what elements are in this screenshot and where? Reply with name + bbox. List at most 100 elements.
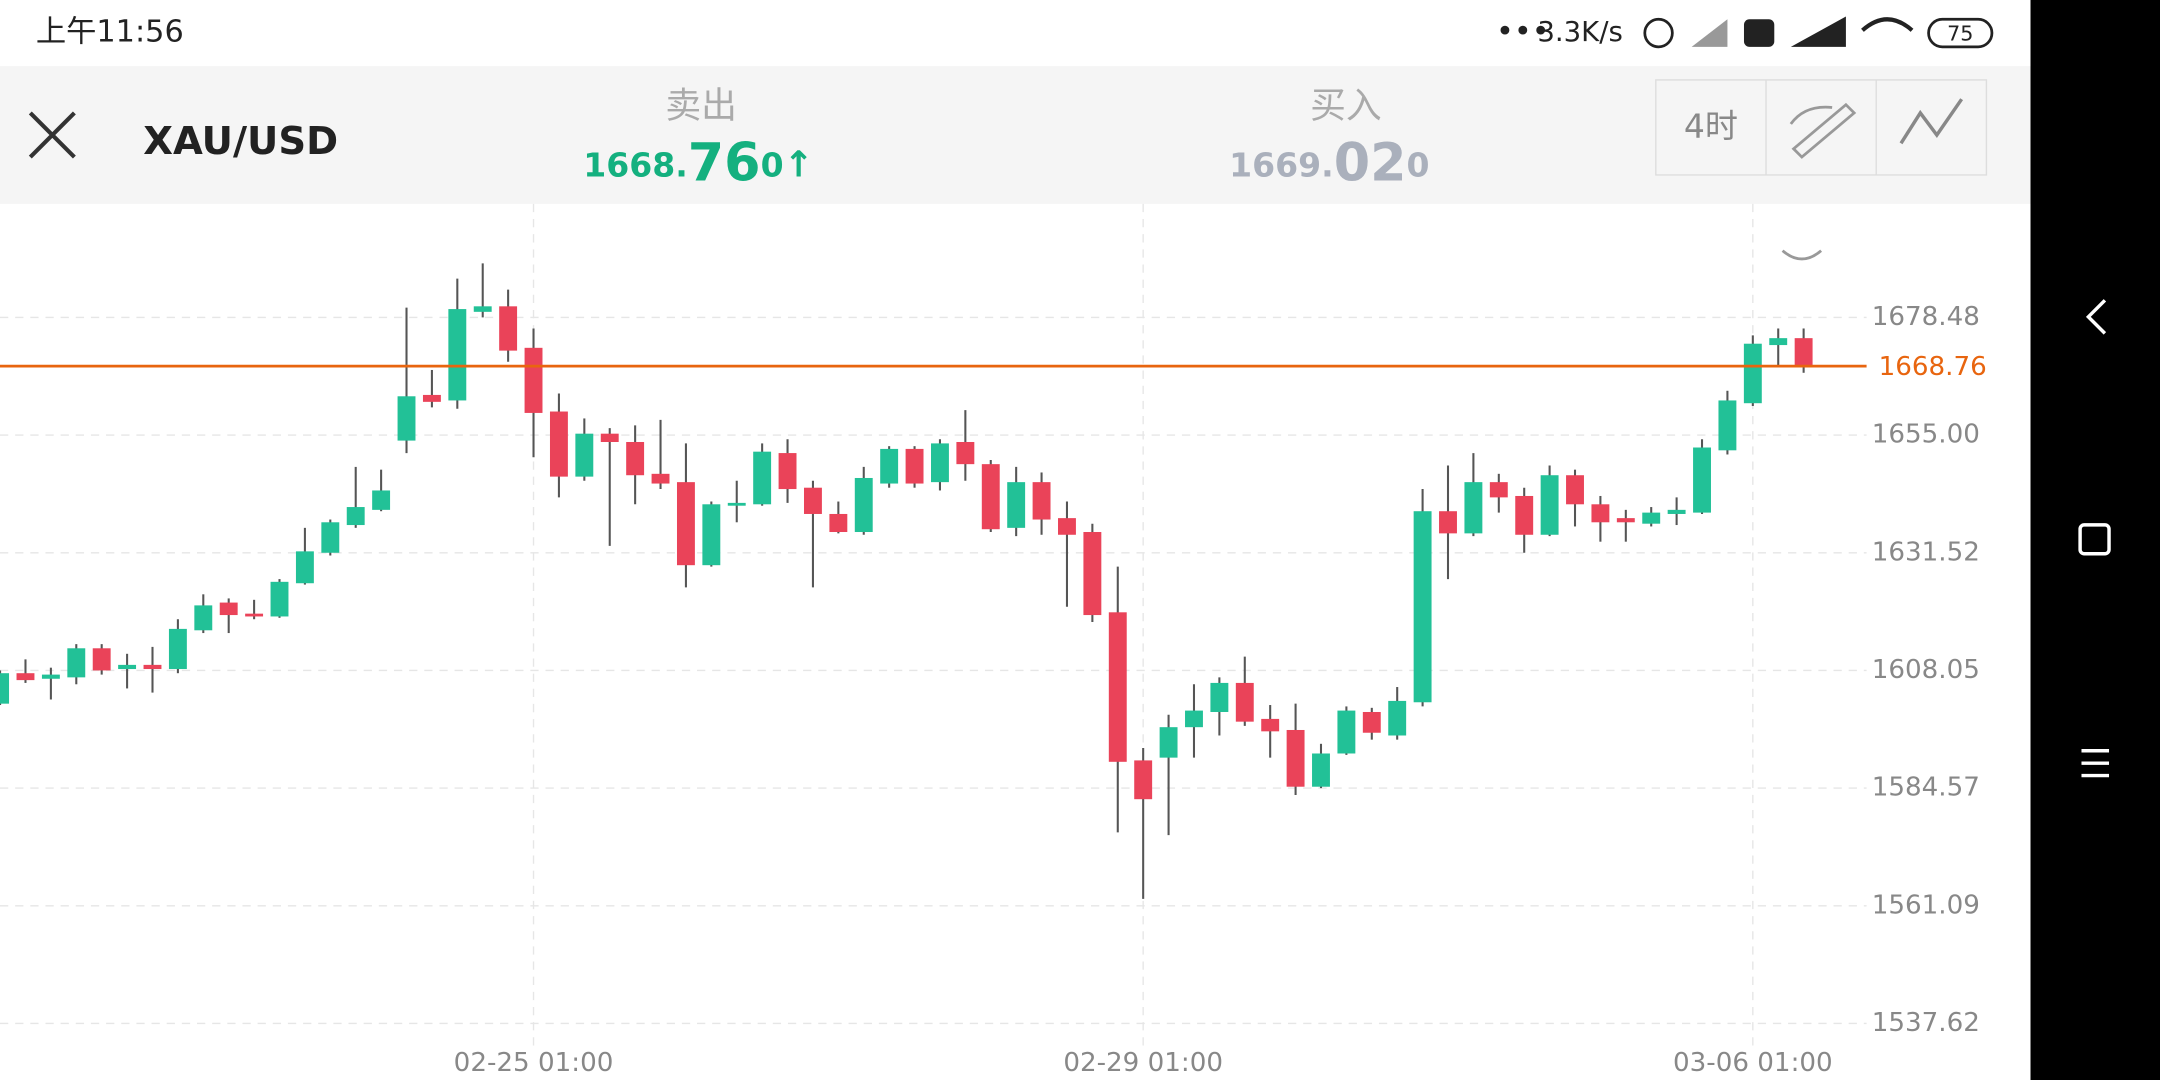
- candle-body: [1489, 482, 1508, 498]
- x-tick-label: 02-29 01:00: [1063, 1048, 1223, 1078]
- candle-body: [1642, 512, 1661, 524]
- draw-button[interactable]: [1789, 102, 1857, 159]
- candle-body: [448, 309, 467, 401]
- candle-body: [727, 502, 746, 506]
- candle-body: [219, 602, 238, 616]
- y-tick-label: 1584.57: [1872, 773, 1980, 803]
- candle-body: [270, 581, 289, 617]
- nav-bar: [2030, 0, 2160, 1080]
- candle-body: [92, 648, 111, 671]
- candle-body: [1388, 700, 1407, 736]
- period-button[interactable]: 4时: [1684, 107, 1738, 146]
- candle-body: [0, 673, 10, 704]
- price-line-label: 1668.76: [1879, 352, 1987, 382]
- candle-body: [1743, 343, 1762, 404]
- candle-body: [1616, 518, 1635, 523]
- candle-body: [1464, 482, 1483, 534]
- eye-icon[interactable]: [1781, 249, 1823, 261]
- candle-body: [1058, 518, 1076, 535]
- candle-body: [803, 487, 822, 514]
- sell-price-big: 76: [688, 133, 761, 194]
- candle-body: [854, 477, 873, 533]
- y-tick-label: 1608.05: [1872, 655, 1980, 685]
- candle-body: [1261, 718, 1280, 732]
- candle-body: [549, 411, 568, 477]
- symbol: XAU/USD: [143, 119, 338, 164]
- candle-body: [1210, 682, 1229, 712]
- buy-price-big: 02: [1334, 133, 1407, 194]
- candle-body: [880, 448, 899, 484]
- candle-body: [1693, 447, 1711, 513]
- battery-icon: [1927, 17, 1994, 49]
- candle-body: [1794, 338, 1813, 368]
- candle-body: [1007, 482, 1026, 528]
- status-bar: [0, 0, 2031, 67]
- candle-body: [575, 433, 594, 477]
- candle-body: [1362, 711, 1381, 733]
- status-speed: 3.3K/s: [1537, 16, 1623, 48]
- battery-level: 75: [1947, 21, 1973, 45]
- candle-body: [422, 394, 441, 402]
- toolbar: [1655, 79, 1988, 176]
- candle-body: [295, 551, 314, 584]
- wifi-icon: [1861, 17, 1914, 32]
- status-time: 上午11:56: [36, 15, 184, 50]
- buy-price: 1669.020: [1229, 133, 1429, 194]
- y-tick-label: 1655.00: [1872, 420, 1980, 450]
- candle-body: [676, 482, 695, 566]
- sell-label: 卖出: [665, 85, 737, 126]
- candle-body: [168, 628, 187, 670]
- candle-body: [1718, 400, 1737, 451]
- candle-body: [905, 448, 924, 484]
- candle-body: [1159, 727, 1178, 758]
- y-tick-label: 1678.48: [1872, 302, 1980, 332]
- candle-body: [194, 605, 213, 631]
- candle-body: [1439, 511, 1457, 534]
- sell-price-main: 1668.: [583, 145, 688, 184]
- candle-body: [321, 522, 340, 553]
- signal-icon: [1691, 19, 1728, 47]
- x-tick-label: 02-25 01:00: [454, 1048, 614, 1078]
- candle-body: [1286, 729, 1305, 787]
- candle-body: [702, 504, 721, 566]
- candle-body: [1591, 504, 1610, 523]
- candle-body: [473, 306, 492, 312]
- chart: 1537.62 1561.09 1584.57 1608.05 1631.52 1655.…: [0, 203, 1987, 1078]
- buy-price-small: 0: [1407, 145, 1430, 184]
- candle-body: [1413, 511, 1432, 703]
- candle-body: [778, 453, 797, 490]
- candle-body: [524, 347, 543, 413]
- y-tick-label: 1561.09: [1872, 890, 1980, 920]
- candle-body: [372, 490, 391, 510]
- hd-icon: [1743, 19, 1775, 47]
- candle-body: [245, 613, 264, 617]
- candle-body: [1540, 475, 1559, 535]
- nav-home[interactable]: [2078, 523, 2111, 556]
- candle-body: [1083, 532, 1102, 616]
- candle-body: [41, 674, 60, 679]
- candle-body: [397, 396, 416, 441]
- y-tick-label: 1631.52: [1872, 537, 1980, 567]
- candle-body: [981, 464, 1000, 530]
- indicator-button[interactable]: [1899, 98, 1964, 145]
- y-tick-label: 1537.62: [1872, 1008, 1980, 1038]
- candle-body: [1312, 753, 1330, 787]
- candle-body: [1185, 710, 1203, 728]
- candle-body: [1337, 710, 1356, 754]
- candle-body: [118, 664, 137, 670]
- candle-body: [1769, 338, 1788, 346]
- nav-menu[interactable]: [2081, 749, 2110, 778]
- nav-back[interactable]: [2085, 299, 2107, 335]
- candle-body: [16, 673, 35, 681]
- buy-label: 买入: [1310, 85, 1382, 126]
- signal-4g-icon: [1790, 16, 1846, 47]
- candle-body: [67, 648, 86, 678]
- up-arrow: ↑: [784, 145, 814, 186]
- candle-body: [499, 306, 518, 351]
- x-tick-label: 03-06 01:00: [1673, 1048, 1833, 1078]
- buy-price-main: 1669.: [1229, 145, 1334, 184]
- close-button[interactable]: [28, 111, 76, 159]
- candle-body: [1134, 760, 1153, 800]
- candle-body: [600, 433, 619, 442]
